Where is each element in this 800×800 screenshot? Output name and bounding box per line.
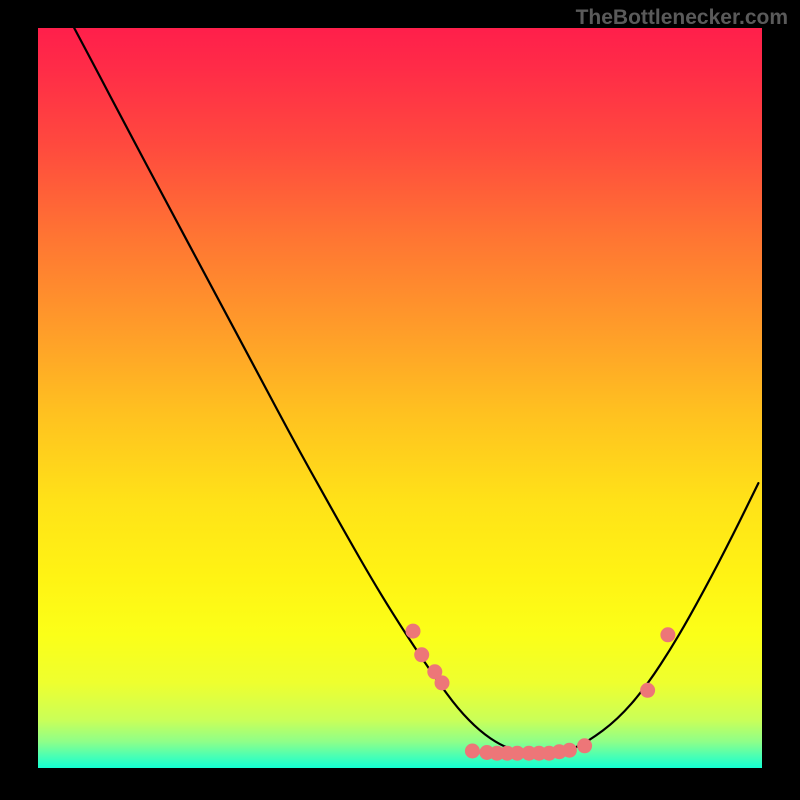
plot-background xyxy=(38,28,762,768)
watermark-label: TheBottlenecker.com xyxy=(576,6,788,30)
